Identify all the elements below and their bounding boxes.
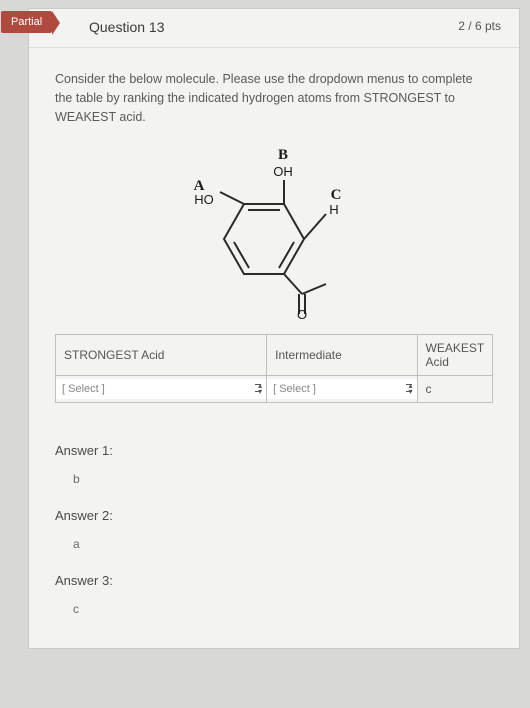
select-strongest[interactable]: [ Select ] ▴▾ [56, 379, 266, 399]
question-card: Partial Question 13 2 / 6 pts Consider t… [28, 8, 520, 649]
answer-block-1: Answer 1: b [55, 443, 493, 486]
answer-value: c [55, 602, 493, 616]
header-intermediate: Intermediate [267, 335, 417, 376]
select-intermediate[interactable]: [ Select ] ▴▾ [267, 379, 416, 399]
header-strongest: STRONGEST Acid [56, 335, 267, 376]
answer-block-2: Answer 2: a [55, 508, 493, 551]
label-b-sub: OH [273, 164, 293, 179]
question-body: Consider the below molecule. Please use … [29, 48, 519, 648]
label-a-sub: HO [194, 192, 214, 207]
ranking-table: STRONGEST Acid Intermediate WEAKEST Acid… [55, 334, 493, 403]
question-points: 2 / 6 pts [458, 19, 501, 35]
answer-value: a [55, 537, 493, 551]
answer-label: Answer 1: [55, 443, 493, 458]
answer-value: b [55, 472, 493, 486]
label-b: B [278, 147, 288, 163]
header-weakest: WEAKEST Acid [417, 335, 492, 376]
molecule-diagram: A B C HO OH H O [55, 144, 493, 324]
answer-block-3: Answer 3: c [55, 573, 493, 616]
question-title: Question 13 [89, 19, 165, 35]
partial-badge: Partial [1, 11, 52, 33]
question-header: Question 13 2 / 6 pts [29, 9, 519, 48]
label-c: C [331, 187, 342, 203]
answer-label: Answer 2: [55, 508, 493, 523]
svg-text:O: O [297, 307, 307, 319]
question-prompt: Consider the below molecule. Please use … [55, 70, 493, 126]
label-c-sub: H [329, 202, 338, 217]
answer-label: Answer 3: [55, 573, 493, 588]
cell-weakest: c [417, 376, 492, 403]
